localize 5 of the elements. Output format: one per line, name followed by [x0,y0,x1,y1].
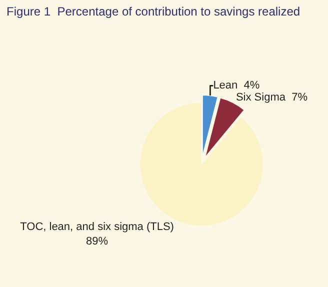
slice-label: TOC, lean, and six sigma (TLS) [20,220,174,233]
chart-title: Figure 1 Percentage of contribution to savings realized [6,4,300,19]
data-label: 89% [86,235,108,248]
slice-label: Six Sigma 7% [236,92,308,104]
slice-label: Lean 4% [213,80,260,92]
